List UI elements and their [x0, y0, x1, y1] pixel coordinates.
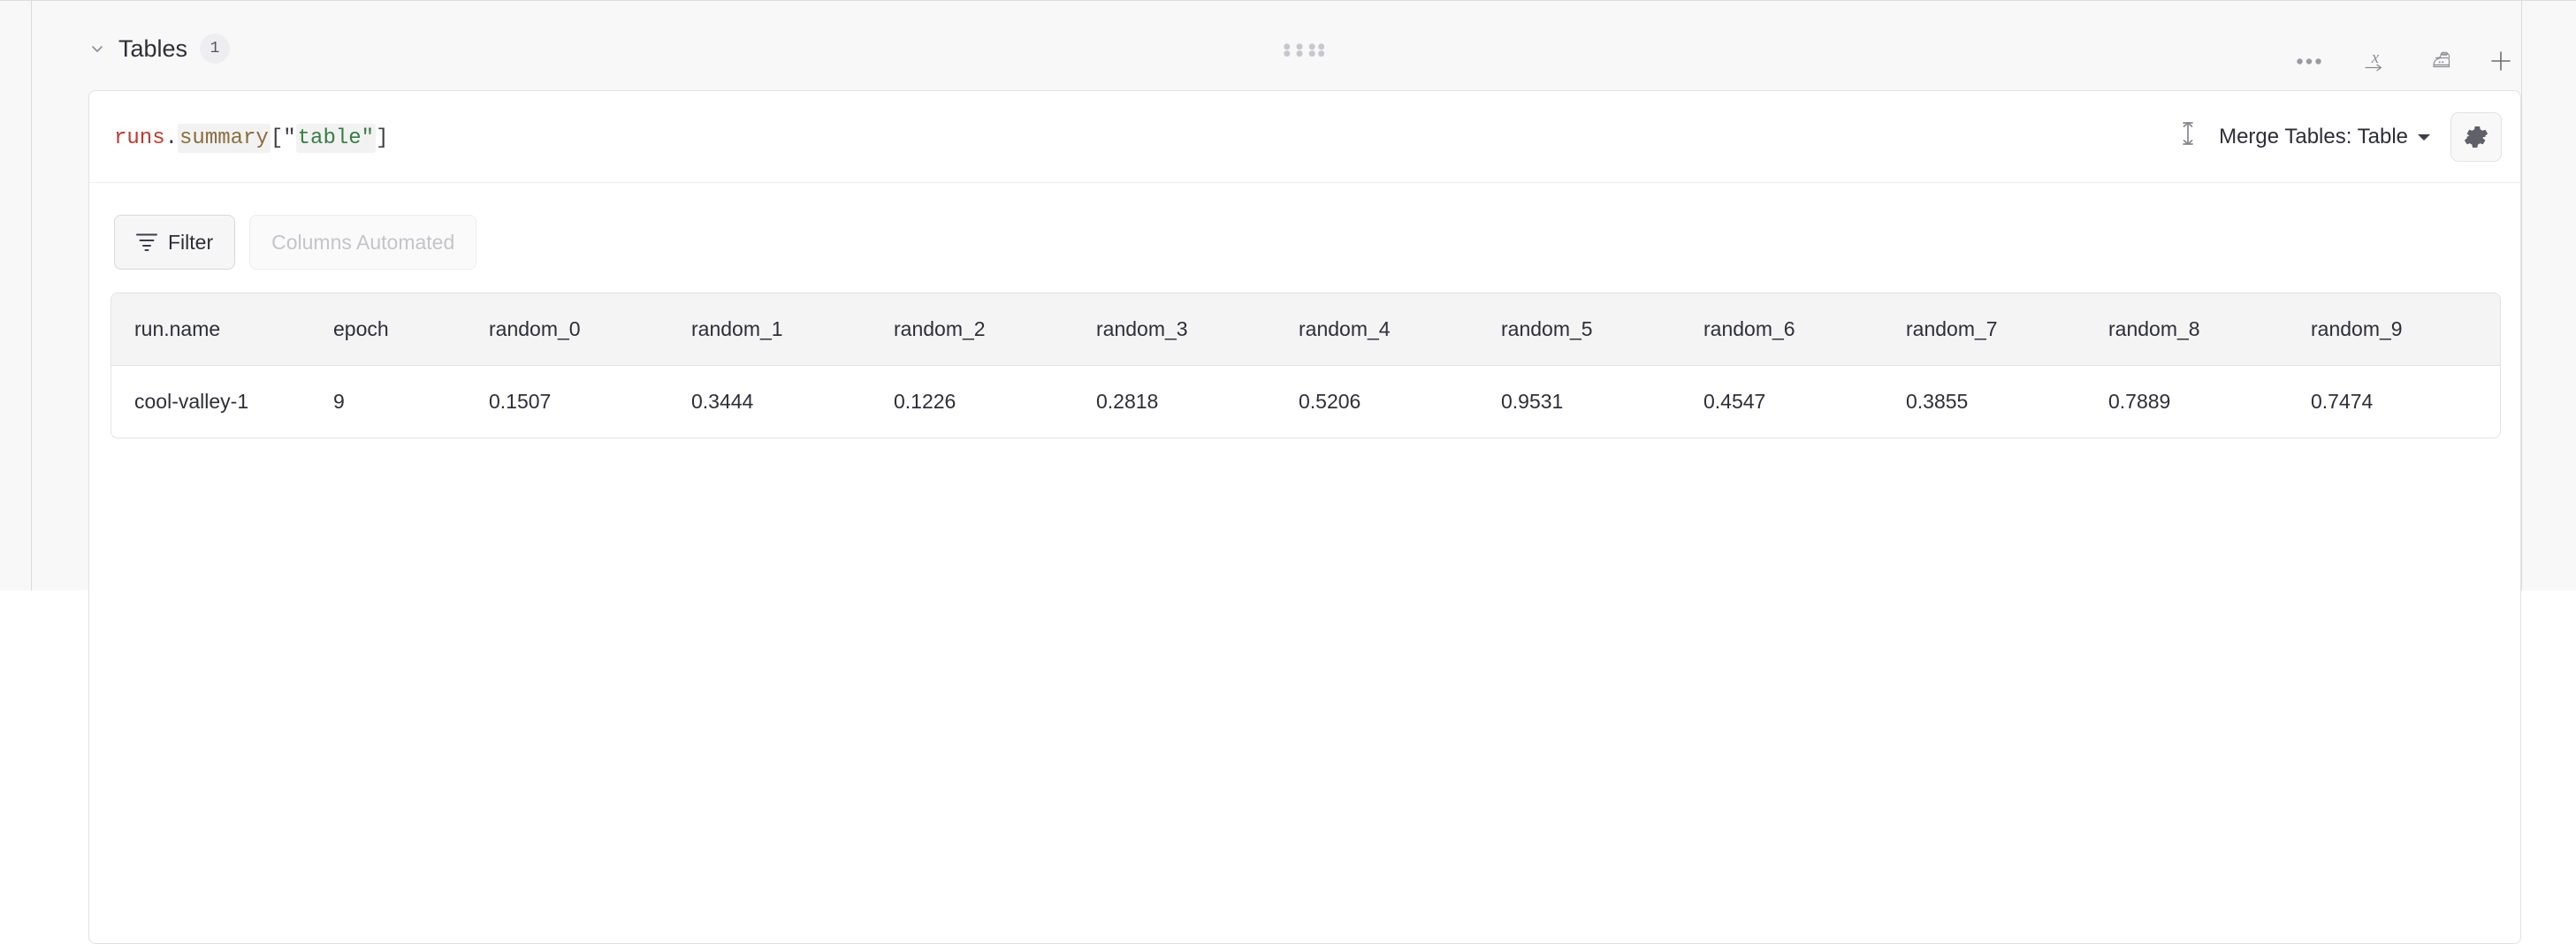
svg-text:x: x	[2370, 49, 2379, 67]
